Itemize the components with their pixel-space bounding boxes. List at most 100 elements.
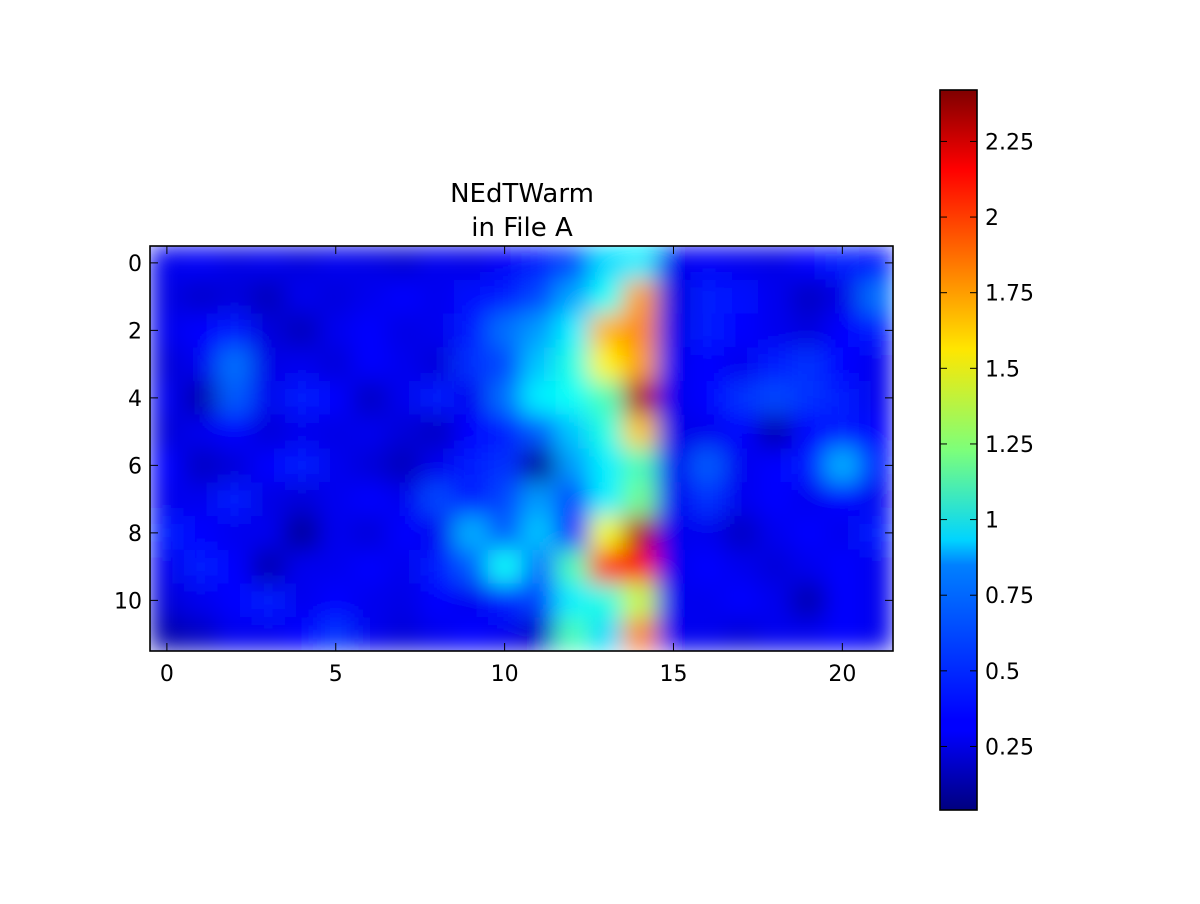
heatmap-cell <box>487 279 523 315</box>
heatmap-cell <box>183 347 219 382</box>
heatmap-cell <box>724 617 759 651</box>
heatmap-cell <box>757 448 793 483</box>
heatmap-cell <box>791 516 827 551</box>
heatmap-cell <box>859 549 893 585</box>
heatmap-cell <box>555 583 590 618</box>
heatmap-cell <box>420 516 455 551</box>
heatmap-cell <box>724 381 759 416</box>
heatmap-cell <box>589 583 624 618</box>
heatmap-cell <box>318 482 354 517</box>
heatmap-cell <box>352 583 388 618</box>
heatmap-cell <box>757 347 793 382</box>
heatmap-cell <box>825 414 860 450</box>
heatmap-cell <box>622 482 658 517</box>
heatmap-cell <box>791 482 827 517</box>
heatmap-cell <box>251 347 286 382</box>
heatmap-cell <box>521 279 556 315</box>
heatmap-cell <box>791 414 827 450</box>
heatmap-cell <box>453 583 489 618</box>
heatmap-cell <box>352 549 388 585</box>
heatmap-cell <box>589 617 624 651</box>
heatmap-cell <box>825 279 860 315</box>
heatmap-cell <box>521 381 556 416</box>
heatmap-cell <box>487 414 523 450</box>
heatmap-cell <box>825 482 860 517</box>
heatmap-cell <box>757 516 793 551</box>
heatmap-cell <box>656 381 691 416</box>
heatmap-cell <box>622 583 658 618</box>
heatmap-cell <box>251 549 286 585</box>
heatmap-cell <box>420 381 455 416</box>
heatmap-cell <box>150 414 185 450</box>
heatmap-cell <box>386 448 421 483</box>
chart-title-line-2: in File A <box>471 213 573 243</box>
heatmap-cell <box>757 313 793 348</box>
heatmap-cell <box>251 246 286 281</box>
colorbar-tick-label: 2 <box>985 206 999 231</box>
heatmap-cell <box>487 313 523 348</box>
heatmap-cell <box>859 414 893 450</box>
heatmap-cell <box>150 549 185 585</box>
heatmap-cell <box>555 617 590 651</box>
heatmap-cell <box>825 347 860 382</box>
heatmap-cell <box>521 482 556 517</box>
heatmap-cell <box>453 482 489 517</box>
heatmap-cell <box>487 381 523 416</box>
heatmap-cell <box>622 246 658 281</box>
heatmap-cell <box>656 313 691 348</box>
heatmap-cell <box>859 347 893 382</box>
heatmap-cell <box>825 583 860 618</box>
heatmap-cell <box>453 381 489 416</box>
heatmap-cell <box>589 246 624 281</box>
heatmap-cell <box>251 279 286 315</box>
heatmap-cell <box>791 279 827 315</box>
heatmap-cell <box>724 246 759 281</box>
heatmap-cell <box>555 246 590 281</box>
heatmap-cell <box>690 448 725 483</box>
plot-frame <box>149 245 894 652</box>
heatmap-cell <box>352 617 388 651</box>
heatmap-cell <box>622 414 658 450</box>
heatmap-cell <box>285 347 320 382</box>
heatmap-cell <box>589 279 624 315</box>
heatmap-cell <box>859 279 893 315</box>
heatmap-cell <box>690 516 725 551</box>
heatmap-cell <box>217 246 252 281</box>
heatmap-cell <box>285 381 320 416</box>
heatmap-cell <box>318 347 354 382</box>
heatmap-cell <box>285 448 320 483</box>
heatmap-cell <box>453 516 489 551</box>
heatmap-cell <box>386 279 421 315</box>
heatmap-cell <box>690 381 725 416</box>
heatmap-cell <box>724 313 759 348</box>
colorbar-tick-label: 2.25 <box>985 130 1034 155</box>
heatmap-cell <box>352 516 388 551</box>
colorbar-tick-label: 0.25 <box>985 735 1034 760</box>
heatmap-cell <box>690 279 725 315</box>
heatmap-cell <box>487 482 523 517</box>
heatmap-cell <box>724 549 759 585</box>
heatmap-cell <box>757 482 793 517</box>
x-axis: 0 5 10 15 20 <box>160 246 856 687</box>
heatmap-cell <box>183 381 219 416</box>
heatmap-cell <box>724 279 759 315</box>
heatmap-cell <box>656 448 691 483</box>
heatmap-cell <box>521 246 556 281</box>
heatmap-cell <box>859 617 893 651</box>
colorbar-tick-label: 1.5 <box>985 357 1020 382</box>
heatmap-cell <box>183 583 219 618</box>
y-axis: 0 2 4 6 8 10 <box>114 252 893 614</box>
heatmap-cell <box>589 549 624 585</box>
heatmap-cell <box>318 516 354 551</box>
heatmap-cell <box>555 516 590 551</box>
heatmap-cell <box>521 414 556 450</box>
heatmap-cell <box>589 482 624 517</box>
heatmap-cell <box>352 448 388 483</box>
heatmap-cell <box>656 279 691 315</box>
heatmap-cell <box>420 246 455 281</box>
heatmap-cells <box>150 246 893 651</box>
heatmap-cell <box>386 414 421 450</box>
heatmap-cell <box>622 549 658 585</box>
heatmap-cell <box>757 583 793 618</box>
heatmap-cell <box>150 347 185 382</box>
